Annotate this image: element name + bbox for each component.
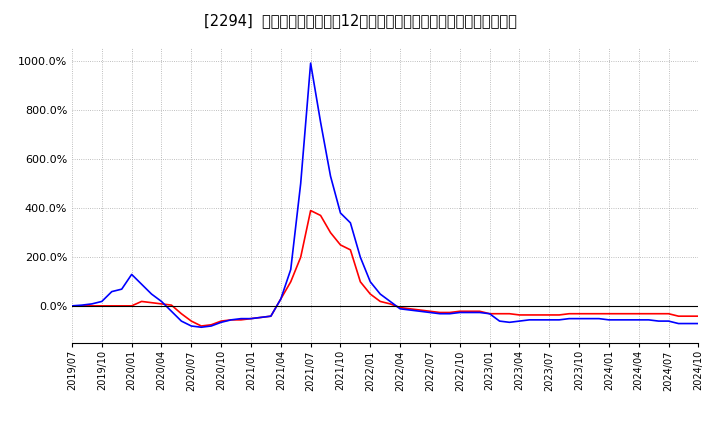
Text: [2294]  キャッシュフローの12か月移動合計の対前年同期増減率の推移: [2294] キャッシュフローの12か月移動合計の対前年同期増減率の推移 bbox=[204, 13, 516, 28]
営業CF bbox=[396, 305, 405, 310]
営業CF bbox=[306, 208, 315, 213]
フリーCF bbox=[346, 220, 355, 225]
営業CF bbox=[436, 310, 444, 315]
営業CF bbox=[147, 300, 156, 305]
フリーCF bbox=[694, 321, 703, 326]
営業CF bbox=[495, 311, 504, 316]
フリーCF bbox=[485, 311, 494, 316]
フリーCF bbox=[306, 60, 315, 66]
フリーCF bbox=[396, 306, 405, 312]
営業CF bbox=[485, 311, 494, 316]
Line: フリーCF: フリーCF bbox=[72, 63, 698, 327]
フリーCF bbox=[68, 303, 76, 308]
フリーCF bbox=[197, 325, 206, 330]
営業CF bbox=[346, 247, 355, 253]
フリーCF bbox=[147, 291, 156, 297]
営業CF bbox=[694, 314, 703, 319]
営業CF bbox=[197, 323, 206, 329]
Line: 営業CF: 営業CF bbox=[72, 210, 698, 326]
営業CF bbox=[68, 303, 76, 308]
フリーCF bbox=[495, 319, 504, 324]
フリーCF bbox=[436, 311, 444, 316]
